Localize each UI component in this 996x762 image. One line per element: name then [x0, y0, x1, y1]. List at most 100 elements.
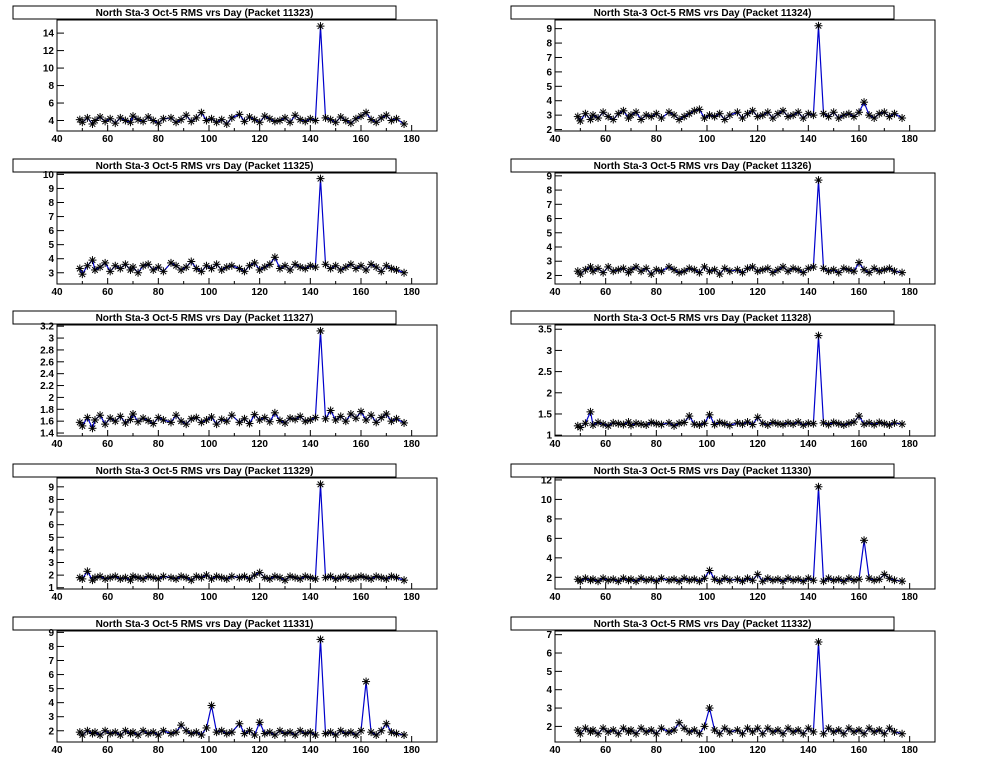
marker-stroke	[891, 419, 898, 427]
marker-stroke	[891, 728, 898, 736]
data-point	[743, 109, 752, 118]
data-point	[599, 268, 608, 277]
marker-stroke	[620, 421, 627, 428]
data-point	[83, 413, 92, 422]
marker-stroke	[759, 578, 766, 585]
data-point	[400, 120, 409, 129]
data-point	[819, 577, 828, 586]
chart-title-box: North Sta-3 Oct-5 RMS vrs Day (Packet 11…	[12, 158, 397, 173]
marker-stroke	[188, 577, 195, 584]
marker-stroke	[845, 725, 853, 732]
marker-stroke	[383, 575, 390, 583]
marker-stroke	[327, 729, 334, 736]
x-tick-label: 100	[201, 745, 218, 756]
data-point	[144, 572, 153, 581]
data-point	[855, 108, 863, 117]
chart-panel: North Sta-3 Oct-5 RMS vrs Day (Packet 11…	[510, 158, 936, 298]
data-point	[589, 420, 597, 429]
data-point	[311, 263, 320, 272]
series-line	[577, 180, 903, 275]
x-tick-label: 160	[353, 287, 370, 298]
marker-stroke	[815, 22, 822, 29]
marker-stroke	[357, 573, 365, 580]
marker-stroke	[665, 263, 673, 271]
data-point	[281, 113, 289, 122]
data-point	[581, 419, 590, 428]
marker-stroke	[160, 573, 167, 580]
x-tick-label: 80	[153, 745, 165, 756]
marker-stroke	[653, 730, 660, 737]
marker-stroke	[347, 410, 355, 418]
data-point	[880, 265, 889, 274]
data-point	[652, 109, 661, 118]
marker-stroke	[150, 420, 157, 427]
data-point	[844, 265, 853, 274]
data-point	[865, 111, 874, 120]
marker-stroke	[84, 568, 91, 575]
marker-stroke	[574, 422, 581, 429]
chart-panel: North Sta-3 Oct-5 RMS vrs Day (Packet 11…	[510, 5, 936, 145]
data-point	[207, 413, 216, 422]
marker-stroke	[881, 571, 888, 578]
data-point	[134, 268, 143, 277]
marker-stroke	[686, 265, 693, 272]
y-tick-label: 8	[48, 198, 54, 209]
data-point	[129, 572, 137, 581]
marker-stroke	[784, 725, 792, 732]
marker-stroke	[145, 573, 152, 580]
data-point	[753, 112, 762, 121]
data-point	[614, 419, 623, 428]
marker-stroke	[337, 113, 344, 121]
marker-stroke	[317, 636, 324, 643]
data-point	[860, 536, 869, 545]
data-point	[217, 115, 226, 124]
data-point	[212, 260, 221, 269]
marker-stroke	[627, 576, 635, 583]
marker-stroke	[193, 573, 200, 580]
marker-stroke	[307, 729, 314, 736]
marker-stroke	[347, 119, 355, 127]
data-point	[245, 574, 254, 583]
data-point	[270, 572, 279, 581]
marker-stroke	[845, 110, 853, 117]
marker-stroke	[139, 727, 147, 734]
marker-stroke	[886, 575, 893, 582]
x-tick-label: 100	[201, 134, 218, 145]
marker-stroke	[145, 113, 152, 121]
marker-stroke	[696, 730, 703, 737]
marker-stroke	[810, 111, 817, 119]
marker-stroke	[774, 726, 782, 734]
marker-stroke	[594, 114, 602, 122]
marker-stroke	[739, 114, 746, 122]
marker-stroke	[122, 117, 129, 124]
marker-stroke	[251, 116, 258, 123]
y-tick-label: 4	[546, 243, 552, 254]
marker-stroke	[665, 109, 673, 116]
marker-stroke	[886, 113, 893, 120]
data-point	[301, 729, 310, 738]
marker-stroke	[637, 725, 645, 732]
data-point	[844, 419, 853, 428]
marker-stroke	[891, 268, 898, 275]
data-point	[382, 261, 391, 270]
marker-stroke	[830, 266, 837, 273]
data-point	[101, 574, 110, 583]
data-point	[834, 726, 843, 735]
marker-stroke	[594, 419, 602, 426]
chart-title: North Sta-3 Oct-5 RMS vrs Day (Packet 11…	[96, 161, 314, 172]
plot-frame	[56, 477, 438, 590]
marker-stroke	[891, 577, 898, 584]
marker-stroke	[302, 265, 309, 272]
marker-stroke	[835, 726, 842, 734]
y-tick-label: 12	[43, 46, 55, 57]
series-line	[79, 330, 405, 430]
marker-stroke	[599, 725, 607, 732]
x-tick-label: 80	[651, 287, 663, 298]
marker-stroke	[711, 113, 718, 120]
x-tick-label: 160	[353, 592, 370, 603]
marker-stroke	[800, 578, 807, 585]
data-point	[758, 729, 767, 738]
data-point	[362, 677, 371, 686]
marker-stroke	[658, 725, 665, 732]
y-tick-label: 6	[48, 520, 54, 531]
